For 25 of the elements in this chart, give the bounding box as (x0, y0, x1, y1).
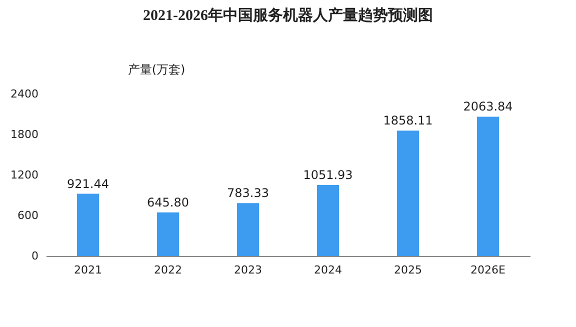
y-tick-label: 0 (32, 250, 38, 262)
y-tick-label: 600 (18, 209, 38, 222)
bar (317, 184, 339, 256)
data-label: 921.44 (67, 176, 109, 191)
bar (157, 212, 179, 256)
bar (477, 116, 499, 256)
x-tick-label: 2024 (314, 264, 342, 276)
data-label: 1858.11 (383, 114, 433, 128)
x-tick-label: 2025 (394, 264, 422, 276)
y-axis-title: 产量(万套) (128, 62, 186, 76)
data-label: 2063.84 (463, 100, 513, 114)
x-tick-label: 2022 (154, 264, 182, 276)
data-label: 1051.93 (303, 168, 353, 182)
data-label: 645.80 (147, 195, 189, 210)
y-tick-label: 2400 (10, 88, 38, 100)
bar (77, 194, 99, 256)
y-tick-label: 1200 (10, 168, 38, 182)
data-label: 783.33 (227, 186, 269, 200)
bar (397, 130, 419, 256)
x-tick-label: 2023 (234, 264, 262, 276)
y-tick-label: 1800 (10, 128, 38, 141)
chart-title: 2021-2026年中国服务机器人产量趋势预测图 (143, 7, 433, 24)
x-tick-label: 2021 (74, 264, 102, 276)
bar (237, 203, 259, 256)
x-tick-label: 2026E (470, 264, 506, 276)
